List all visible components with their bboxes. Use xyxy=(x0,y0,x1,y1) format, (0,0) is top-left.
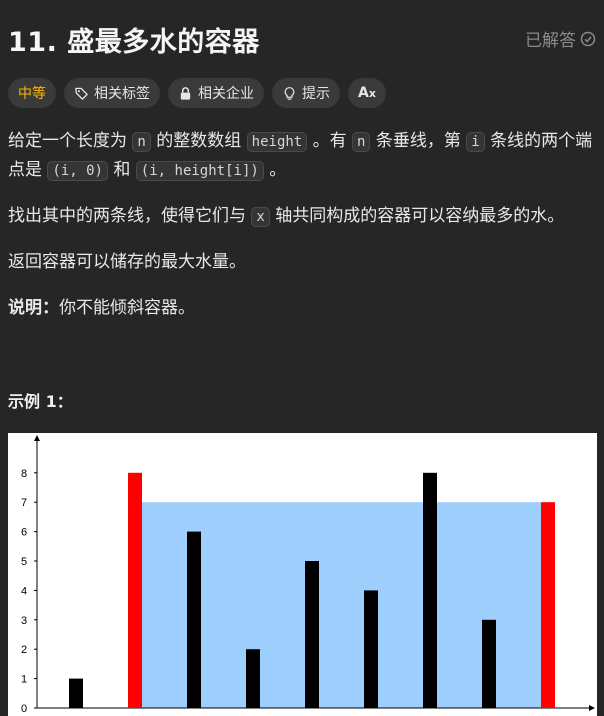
check-circle-icon xyxy=(580,31,596,46)
translate-button[interactable]: Ax xyxy=(348,78,386,108)
highlight-bar xyxy=(541,502,555,708)
tag-icon xyxy=(75,87,88,100)
description-paragraph-1: 给定一个长度为 n 的整数数组 height 。有 n 条垂线，第 i 条线的两… xyxy=(8,131,593,181)
y-tick-label: 3 xyxy=(21,615,27,627)
translate-icon: Ax xyxy=(358,85,376,101)
y-tick-label: 2 xyxy=(21,644,27,656)
bar xyxy=(423,472,437,708)
description-paragraph-2: 找出其中的两条线，使得它们与 x 轴共同构成的容器可以容纳最多的水。 xyxy=(8,206,565,227)
description-paragraph-3: 返回容器可以储存的最大水量。 xyxy=(8,252,246,272)
hint-button[interactable]: 提示 xyxy=(272,78,340,108)
container-chart-svg: 0 1 2 3 4 5 6 7 8 xyxy=(21,435,595,715)
description-note: 说明：你不能倾斜容器。 xyxy=(8,298,195,318)
related-companies-button[interactable]: 相关企业 xyxy=(168,78,264,108)
problem-header: 11. 盛最多水的容器 已解答 xyxy=(8,20,596,60)
bar xyxy=(305,561,319,708)
y-tick-label: 8 xyxy=(21,468,27,480)
y-tick-label: 4 xyxy=(21,585,27,597)
bar xyxy=(482,619,496,708)
y-tick-label: 5 xyxy=(21,556,27,568)
y-axis-arrow xyxy=(34,435,40,441)
lightbulb-icon xyxy=(284,86,295,100)
bar xyxy=(187,531,201,708)
bar xyxy=(364,590,378,708)
water-area xyxy=(142,502,541,708)
related-tags-button[interactable]: 相关标签 xyxy=(64,78,160,108)
lock-icon xyxy=(180,86,191,100)
bar xyxy=(69,678,83,708)
x-axis-arrow xyxy=(589,705,595,711)
y-tick-label: 7 xyxy=(21,497,27,509)
example-heading: 示例 1： xyxy=(8,392,73,411)
y-tick-label: 0 xyxy=(21,703,27,715)
tag-row: 中等 相关标签 相关企业 提示 Ax xyxy=(8,78,386,108)
difficulty-badge[interactable]: 中等 xyxy=(8,78,56,108)
bar xyxy=(246,649,260,708)
y-tick-label: 1 xyxy=(21,674,27,686)
y-tick-label: 6 xyxy=(21,527,27,539)
highlight-bar xyxy=(128,472,142,708)
problem-title: 11. 盛最多水的容器 xyxy=(8,27,260,58)
example-chart: 0 1 2 3 4 5 6 7 8 xyxy=(8,433,597,716)
solved-status[interactable]: 已解答 xyxy=(525,26,596,51)
solved-label: 已解答 xyxy=(525,31,576,51)
